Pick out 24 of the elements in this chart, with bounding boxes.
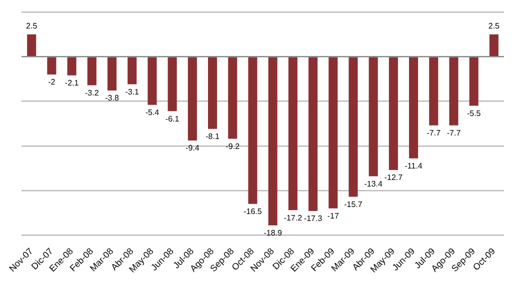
data-label: -12.7 [384,173,404,182]
data-label: -17 [327,212,340,221]
data-label: 2.5 [26,22,38,31]
data-label: -2 [48,78,56,87]
data-label: -5.4 [145,108,160,118]
data-label: -5.5 [466,108,482,118]
data-label: -13.4 [364,179,384,188]
data-label: -7.7 [446,128,462,138]
data-label: -18.9 [264,228,282,238]
data-label: -3.1 [125,88,140,96]
data-label: -8.1 [206,132,220,142]
data-label: -17.3 [304,214,323,224]
data-label: -17.2 [284,213,303,222]
data-label: -6.1 [165,114,180,124]
data-label: -9.2 [226,142,240,151]
data-label: 2.5 [488,22,500,31]
data-label: -7.7 [426,128,442,138]
data-label: -15.7 [344,200,363,209]
data-label: -3.2 [85,88,100,98]
data-label: -2.1 [64,78,80,88]
data-label: -16.5 [244,207,262,216]
data-label: -11.4 [404,162,423,171]
data-label: -9.4 [186,144,200,153]
data-label: -3.8 [105,94,120,103]
